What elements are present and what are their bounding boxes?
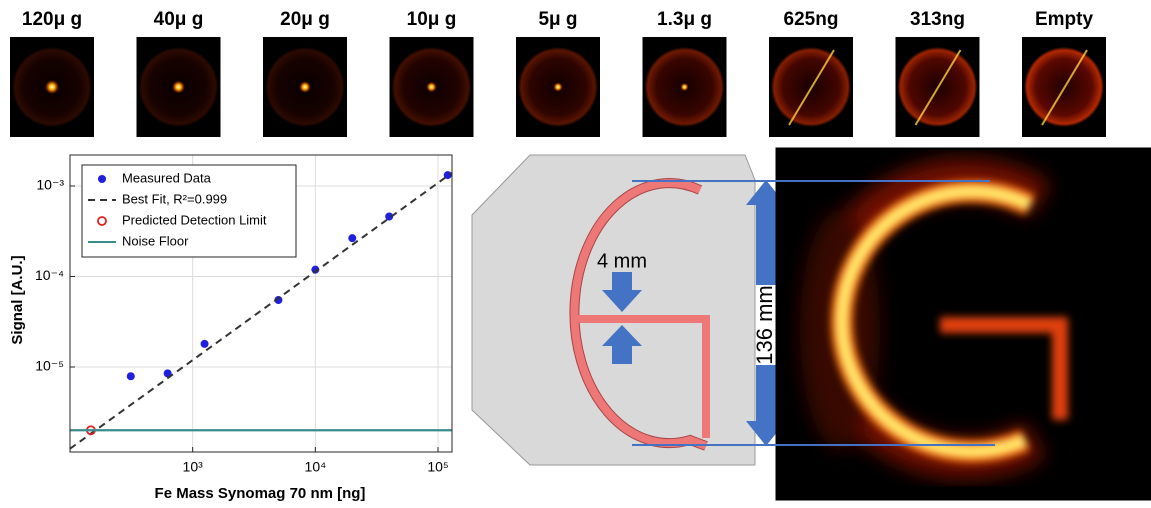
image-title: Empty xyxy=(1035,9,1094,30)
figure: 120μ g 40μ g 20μ g 10μ g 5μ g 1.3μ g 625ng 313n… xyxy=(0,0,1151,508)
image-spot xyxy=(45,80,59,94)
image-title: 313ng xyxy=(910,9,965,30)
x-tick-label: 10³ xyxy=(183,459,204,475)
height-label: 136 mm xyxy=(752,285,777,364)
image-title: 40μ g xyxy=(154,9,204,30)
y-tick-label: 10⁻³ xyxy=(36,177,64,193)
data-point xyxy=(201,340,209,348)
image-title: 625ng xyxy=(784,9,839,30)
image-title: 1.3μ g xyxy=(657,9,712,30)
y-tick-label: 10⁻⁵ xyxy=(35,358,64,374)
y-tick-label: 10⁻⁴ xyxy=(35,267,64,283)
image-row: 120μ g 40μ g 20μ g 10μ g 5μ g 1.3μ g 625ng 313n… xyxy=(10,9,1106,137)
legend-label: Noise Floor xyxy=(122,233,189,248)
scatter-plot: 10³ 10⁴ 10⁵ 10⁻⁵ 10⁻⁴ 10⁻³ Measured Data Best F… xyxy=(35,155,452,475)
gap-label: 4 mm xyxy=(597,250,647,272)
image-title: 10μ g xyxy=(407,9,457,30)
legend-label: Measured Data xyxy=(122,170,212,185)
image-title: 120μ g xyxy=(22,9,82,30)
data-point xyxy=(127,372,135,380)
image-spot xyxy=(172,81,185,94)
image-spot xyxy=(299,81,311,93)
data-point xyxy=(348,234,356,242)
phantom-diagram: 4 mm 136 mm xyxy=(472,155,786,465)
legend-label: Best Fit, R²=0.999 xyxy=(122,191,227,206)
legend-label: Predicted Detection Limit xyxy=(122,212,267,227)
x-tick-label: 10⁵ xyxy=(427,459,448,475)
x-axis-label: Fe Mass Synomag 70 nm [ng] xyxy=(155,485,366,502)
image-title: 20μ g xyxy=(280,9,330,30)
y-axis-label: Signal [A.U.] xyxy=(9,255,26,344)
image-spot xyxy=(681,83,689,91)
image-title: 5μ g xyxy=(538,9,577,30)
reconstruction-image xyxy=(776,148,1151,500)
legend-marker xyxy=(98,175,106,183)
image-spot xyxy=(553,82,562,91)
x-tick-label: 10⁴ xyxy=(305,459,327,475)
image-spot xyxy=(426,82,436,92)
